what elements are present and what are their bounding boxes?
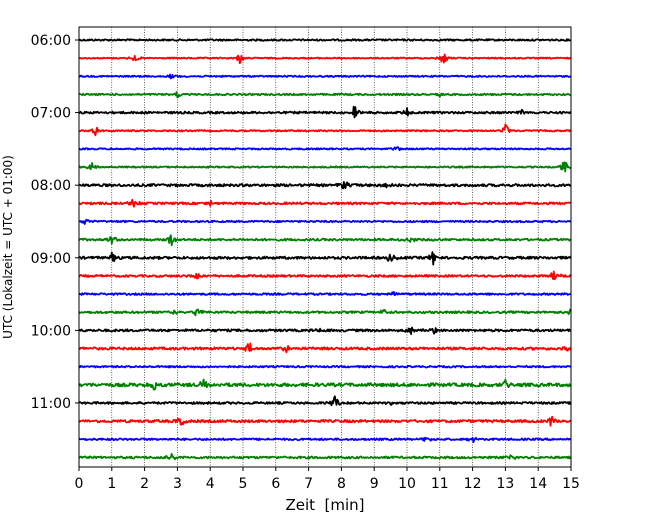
- x-tick-label: 13: [496, 476, 514, 492]
- trace-row: [78, 198, 572, 208]
- x-tick-label: 10: [398, 476, 416, 492]
- x-tick-label: 0: [75, 476, 84, 492]
- grid-lines: [111, 27, 539, 467]
- plot-background: [79, 27, 571, 467]
- x-tick-label: 4: [206, 476, 215, 492]
- trace-row: [78, 436, 572, 444]
- trace-row: [78, 308, 572, 317]
- trace-row: [78, 415, 572, 427]
- trace-row: [78, 180, 572, 190]
- y-tick-label: 08:00: [31, 178, 71, 194]
- trace-row: [78, 326, 572, 335]
- trace-row: [78, 251, 572, 266]
- y-tick-label: 06:00: [31, 33, 71, 49]
- y-tick-label: 10:00: [31, 323, 71, 339]
- x-tick-label: 2: [140, 476, 149, 492]
- trace-row: [78, 123, 572, 137]
- trace-row: [78, 378, 572, 391]
- x-tick-label: 1: [107, 476, 116, 492]
- x-tick-label: 9: [370, 476, 379, 492]
- y-axis-label: UTC (Lokalzeit = UTC + 01:00): [1, 155, 15, 339]
- trace-row: [78, 161, 572, 173]
- x-tick-label: 6: [271, 476, 280, 492]
- trace-row: [78, 105, 572, 119]
- trace-row: [78, 38, 572, 42]
- trace-row: [78, 270, 572, 281]
- trace-row: [78, 365, 572, 369]
- trace-row: [78, 91, 572, 99]
- y-axis: 06:00 07:00 08:00 09:00 10:00 11:00: [31, 33, 79, 412]
- y-tick-label: 09:00: [31, 251, 71, 267]
- trace-row: [78, 53, 572, 65]
- trace-row: [78, 453, 572, 461]
- x-tick-label: 7: [304, 476, 313, 492]
- x-tick-label: 5: [239, 476, 248, 492]
- trace-row: [78, 291, 572, 297]
- x-axis: 0 1 2 3 4 5 6 7 8 9 10 11 12 13 14 15: [75, 467, 580, 492]
- seismic-traces: [78, 38, 572, 461]
- x-axis-label: Zeit [min]: [285, 496, 364, 514]
- plot-frame: [78, 26, 572, 468]
- trace-row: [78, 73, 572, 80]
- x-tick-label: 12: [464, 476, 482, 492]
- trace-row: [78, 146, 572, 152]
- x-tick-label: 11: [431, 476, 449, 492]
- x-tick-label: 8: [337, 476, 346, 492]
- y-tick-label: 11:00: [31, 396, 71, 412]
- trace-row: [78, 218, 572, 225]
- trace-row: [78, 395, 572, 407]
- x-tick-label: 14: [529, 476, 547, 492]
- y-tick-label: 07:00: [31, 106, 71, 122]
- trace-row: [78, 342, 572, 354]
- x-tick-label: 15: [562, 476, 580, 492]
- trace-row: [78, 234, 572, 247]
- x-tick-label: 3: [173, 476, 182, 492]
